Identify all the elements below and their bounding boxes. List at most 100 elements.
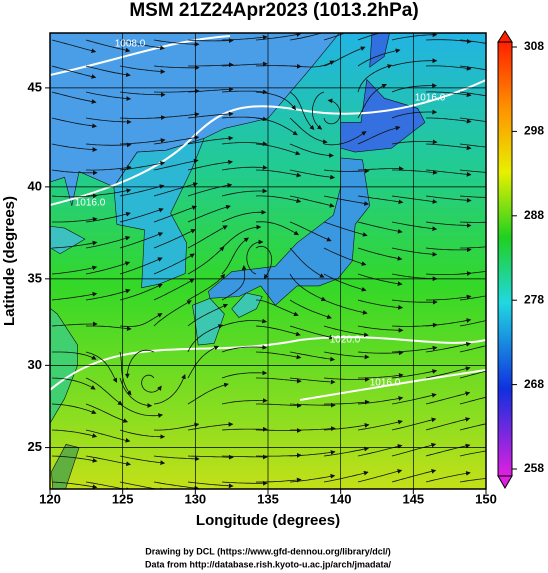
streamline (425, 417, 471, 431)
streamline (85, 377, 123, 406)
streamline (255, 195, 302, 204)
streamline (459, 295, 486, 301)
streamline (357, 33, 381, 41)
map-title: MSM 21Z24Apr2023 (1013.2hPa) (129, 0, 418, 21)
streamline (119, 91, 166, 98)
streamline (221, 188, 268, 197)
streamline (425, 247, 472, 253)
streamline (51, 377, 96, 390)
streamline (391, 345, 438, 353)
streamline (119, 39, 165, 51)
streamline (51, 455, 98, 463)
streamline (289, 91, 315, 130)
streamline (51, 291, 98, 301)
streamline (460, 246, 486, 249)
streamline (323, 33, 347, 41)
x-tick-label: 145 (402, 491, 424, 506)
streamline (51, 39, 97, 54)
streamline (312, 91, 325, 130)
streamline (391, 392, 437, 405)
streamline (119, 455, 166, 466)
streamline (459, 91, 486, 97)
streamline (290, 426, 336, 432)
streamline (85, 117, 132, 125)
streamline (357, 195, 404, 205)
streamline (459, 39, 486, 44)
streamline (459, 423, 486, 431)
streamline (391, 299, 438, 305)
streamline (86, 165, 132, 171)
streamline (459, 270, 486, 275)
isobar (50, 79, 486, 206)
streamline (289, 299, 332, 319)
streamline (494, 482, 539, 483)
streamline (255, 33, 302, 41)
streamline (246, 239, 264, 275)
y-tick-label: 25 (28, 439, 42, 454)
streamline (51, 429, 98, 438)
streamline (153, 39, 200, 47)
streamline (255, 299, 299, 317)
streamline (323, 46, 366, 67)
streamline (85, 142, 132, 148)
streamline (323, 221, 368, 237)
contour-label: 1020.0 (330, 335, 361, 346)
streamline (426, 117, 472, 124)
streamline (221, 370, 268, 379)
x-tick-label: 135 (257, 491, 279, 506)
streamline (119, 65, 166, 74)
streamline (221, 454, 268, 460)
streamline (459, 221, 486, 223)
streamline (323, 422, 370, 431)
streamline (323, 195, 370, 206)
streamline (221, 265, 247, 301)
streamline (119, 429, 166, 440)
streamline (459, 65, 486, 71)
footer-credit: Data from http://database.rish.kyoto-u.a… (145, 559, 392, 569)
streamline (256, 377, 302, 384)
streamline-layer (51, 33, 539, 489)
streamline (221, 237, 249, 275)
streamline (255, 117, 298, 136)
streamline (459, 143, 486, 148)
contour-label: 1016.0 (370, 378, 401, 389)
streamline (357, 48, 401, 67)
streamline (187, 345, 220, 379)
streamline (459, 396, 486, 405)
x-tick-label: 140 (330, 491, 352, 506)
streamline (119, 207, 164, 223)
streamline (86, 325, 132, 331)
colorbar-tick-label: 278 (524, 292, 544, 306)
x-tick-label: 120 (39, 491, 61, 506)
streamline (119, 312, 163, 327)
streamline (221, 89, 268, 95)
shikoku (231, 292, 263, 318)
streamline (256, 403, 302, 408)
streamline (51, 403, 97, 415)
streamline (51, 143, 98, 152)
colorbar (497, 41, 513, 477)
streamline (221, 61, 268, 67)
streamline (459, 478, 486, 483)
streamline (153, 88, 200, 94)
streamline (289, 402, 336, 408)
streamline (256, 477, 302, 483)
streamline (323, 168, 370, 174)
contour-label: 1016.0 (75, 198, 106, 209)
streamline (357, 273, 403, 287)
streamline (221, 398, 268, 405)
streamline (391, 33, 438, 41)
streamline (153, 300, 192, 327)
streamline (357, 419, 403, 431)
plot-frame (49, 32, 487, 490)
streamline (187, 273, 226, 301)
x-tick-label: 130 (184, 491, 206, 506)
streamline (425, 341, 471, 353)
streamline (51, 481, 98, 489)
streamline (153, 374, 186, 405)
streamline (119, 257, 163, 275)
streamline (357, 166, 404, 171)
streamline (119, 138, 166, 145)
footer-credit: Drawing by DCL (https://www.gfd-dennou.o… (145, 546, 391, 556)
streamline (51, 321, 98, 327)
